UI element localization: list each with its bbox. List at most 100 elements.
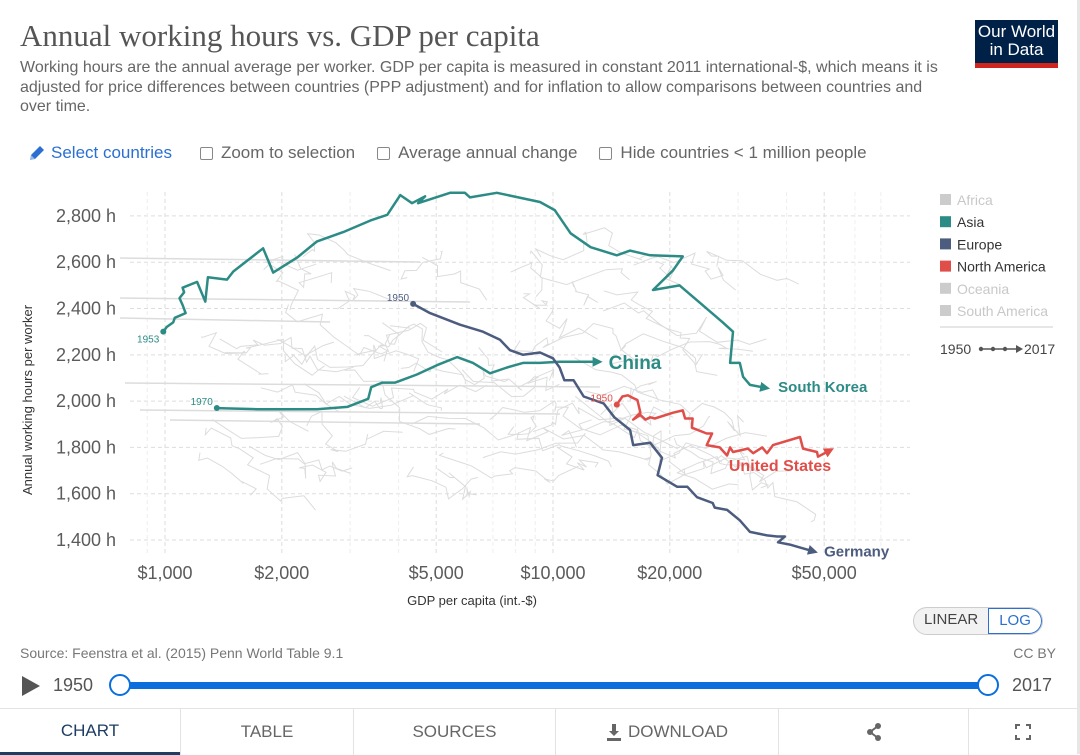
other-country-line	[561, 419, 592, 448]
other-country-line	[600, 402, 711, 446]
other-country-line	[124, 382, 601, 388]
tab-label: CHART	[60, 720, 120, 740]
y-axis-ticks: 1,400 h 1,600 h 1,800 h 2,000 h 2,200 h 2,400…	[56, 206, 116, 550]
average-annual-change-checkbox[interactable]: Average annual change	[377, 143, 577, 163]
other-country-line	[571, 281, 599, 306]
other-country-line	[248, 445, 353, 472]
other-country-line	[264, 261, 300, 311]
legend-label: North America	[957, 259, 1046, 275]
chart-title: Annual working hours vs. GDP per capita	[20, 18, 540, 53]
tab-fullscreen[interactable]	[968, 709, 1077, 755]
series-lines: 1953 South Korea 1970 China 1950 Germany 1950 U…	[137, 191, 890, 560]
start-year-label: 1953	[137, 335, 160, 346]
other-countries-lines	[119, 227, 817, 523]
checkbox-box[interactable]	[377, 146, 391, 160]
other-country-line	[211, 407, 309, 439]
source-note[interactable]: Source: Feenstra et al. (2015) Penn Worl…	[20, 645, 344, 661]
zoom-to-selection-checkbox[interactable]: Zoom to selection	[199, 143, 355, 163]
other-country-line	[478, 347, 560, 392]
share-icon	[866, 723, 881, 741]
other-country-line	[336, 287, 390, 310]
series-line	[615, 394, 834, 458]
checkbox-box[interactable]	[199, 146, 213, 160]
other-country-line	[512, 322, 639, 364]
legend-item-asia[interactable]: Asia	[940, 214, 984, 230]
other-country-line	[586, 385, 693, 431]
select-countries-label: Select countries	[51, 143, 172, 162]
x-tick-label: $10,000	[520, 563, 585, 583]
other-country-line	[574, 395, 723, 463]
other-country-line	[603, 290, 718, 376]
other-country-line	[482, 433, 651, 461]
other-country-line	[534, 227, 646, 261]
tab-chart[interactable]: CHART	[0, 709, 180, 755]
other-country-line	[204, 427, 316, 511]
other-country-line	[603, 302, 767, 345]
other-country-line	[706, 250, 799, 285]
legend-time-dot	[990, 346, 996, 352]
y-tick-label: 2,600 h	[56, 252, 116, 272]
other-country-line	[545, 308, 598, 340]
axis-scale-toggle: LINEAR LOG	[913, 607, 1043, 635]
x-tick-label: $50,000	[792, 563, 857, 583]
other-country-line	[668, 449, 746, 475]
legend-time-dot	[978, 346, 984, 352]
other-country-line	[652, 429, 768, 463]
start-year-label: 1950	[591, 394, 614, 405]
chart-controls: Select countries Zoom to selection Avera…	[28, 143, 889, 163]
other-country-line	[584, 406, 674, 431]
other-country-line	[119, 297, 471, 303]
timeline-track[interactable]	[120, 682, 988, 689]
other-country-line	[530, 250, 630, 286]
legend-swatch	[940, 238, 951, 250]
legend-swatch	[940, 282, 951, 294]
hide-small-countries-label: Hide countries < 1 million people	[620, 143, 867, 162]
play-icon[interactable]	[22, 676, 40, 696]
legend-item-south-america[interactable]: South America	[940, 303, 1048, 319]
start-point	[410, 300, 417, 307]
legend-time-end: 2017	[1024, 341, 1055, 357]
other-country-line	[406, 466, 479, 500]
license-link[interactable]: CC BY	[1013, 645, 1056, 661]
legend-item-europe[interactable]: Europe	[940, 236, 1002, 252]
other-country-line	[556, 446, 599, 471]
legend-item-africa[interactable]: Africa	[940, 192, 993, 208]
series-line	[216, 355, 603, 411]
x-axis-label: GDP per capita (int.-$)	[407, 593, 537, 608]
other-country-line	[691, 402, 744, 438]
log-scale-button[interactable]: LOG	[988, 608, 1042, 634]
tab-table[interactable]: TABLE	[180, 709, 353, 755]
other-country-line	[422, 256, 488, 301]
hide-small-countries-checkbox[interactable]: Hide countries < 1 million people	[599, 143, 867, 163]
download-icon	[606, 723, 621, 741]
other-country-line	[219, 336, 354, 373]
legend-label: Oceania	[957, 281, 1009, 297]
legend-label: Africa	[957, 192, 993, 208]
start-year-label: 1950	[387, 293, 410, 304]
other-country-line	[263, 255, 317, 271]
timeline-start-handle[interactable]	[109, 674, 131, 696]
select-countries-button[interactable]: Select countries	[28, 143, 172, 163]
timeline-end-handle[interactable]	[977, 674, 999, 696]
tab-share[interactable]	[778, 709, 968, 755]
other-country-line	[119, 317, 331, 323]
tab-sources[interactable]: SOURCES	[353, 709, 555, 755]
tab-download[interactable]: DOWNLOAD	[555, 709, 778, 755]
legend-item-north-america[interactable]: North America	[940, 259, 1046, 275]
other-country-line	[382, 322, 443, 353]
fullscreen-icon	[1015, 724, 1031, 740]
legend-time-dot	[1002, 346, 1008, 352]
legend-item-oceania[interactable]: Oceania	[940, 281, 1009, 297]
other-country-line	[400, 250, 443, 280]
y-tick-label: 1,800 h	[56, 437, 116, 457]
other-country-line	[633, 252, 737, 291]
series-line	[162, 191, 771, 392]
chart-subtitle: Working hours are the annual average per…	[20, 59, 938, 115]
checkbox-box[interactable]	[599, 146, 613, 160]
owid-logo[interactable]: Our World in Data	[975, 20, 1058, 68]
other-country-line	[344, 369, 456, 435]
legend-label: Asia	[957, 214, 984, 230]
y-tick-label: 2,000 h	[56, 391, 116, 411]
linear-scale-button[interactable]: LINEAR	[924, 611, 979, 628]
other-country-line	[198, 452, 258, 496]
